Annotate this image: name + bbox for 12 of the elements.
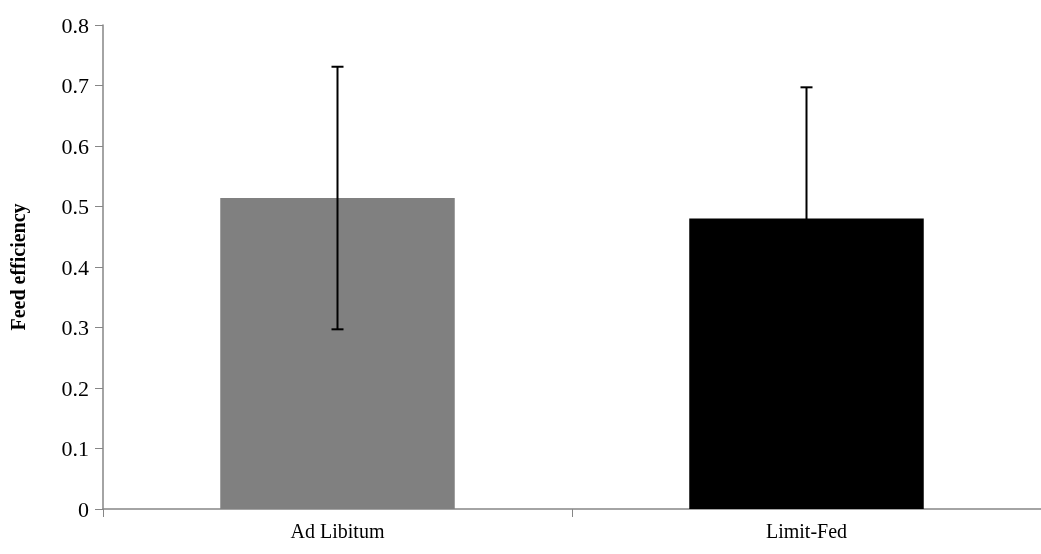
y-tick-label: 0.5 <box>61 194 89 219</box>
y-tick-label: 0.1 <box>61 436 89 461</box>
y-tick-label: 0.4 <box>61 254 89 280</box>
x-tick-label: Ad Libitum <box>290 520 385 542</box>
y-axis-title: Feed efficiency <box>7 203 30 331</box>
y-tick-label: 0.6 <box>61 133 89 159</box>
x-tick-label: Limit-Fed <box>765 520 848 542</box>
y-tick-label: 0 <box>78 496 89 522</box>
y-tick-label: 0.3 <box>61 315 89 340</box>
y-tick-label: 0.2 <box>61 375 89 401</box>
y-tick-label: 0.7 <box>61 73 89 98</box>
y-tick-label: 0.8 <box>61 12 89 38</box>
